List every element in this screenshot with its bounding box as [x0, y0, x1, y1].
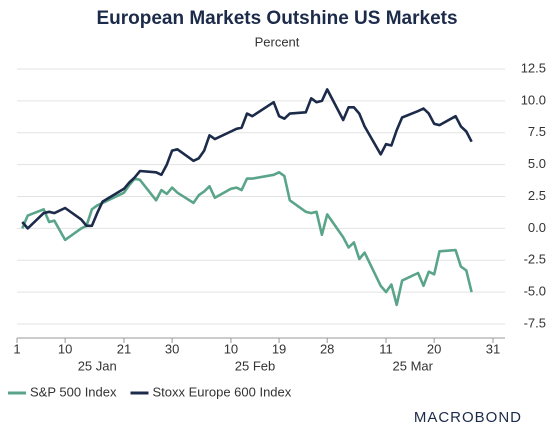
x-tick-label: 30 [165, 341, 179, 356]
chart-title: European Markets Outshine US Markets [96, 8, 457, 29]
y-tick-label: -2.5 [524, 252, 546, 267]
y-tick-label: -5.0 [524, 284, 546, 299]
x-tick-label: 19 [272, 341, 286, 356]
y-tick-label: 5.0 [528, 156, 546, 171]
x-tick-label: 10 [58, 341, 72, 356]
month-label: 25 Jan [78, 358, 117, 373]
source-logo: MACROBOND [414, 409, 522, 426]
month-label: 25 Feb [235, 358, 275, 373]
x-tick-label: 1 [13, 341, 20, 356]
chart-subtitle: Percent [255, 34, 300, 49]
x-tick-label: 20 [427, 341, 441, 356]
series-line [21, 171, 473, 307]
x-tick-label: 11 [379, 341, 393, 356]
legend-label: Stoxx Europe 600 Index [153, 384, 292, 399]
x-tick-label: 28 [320, 341, 334, 356]
x-tick-label: 31 [486, 341, 500, 356]
x-tick-label: 10 [224, 341, 238, 356]
legend-label: S&P 500 Index [30, 384, 117, 399]
x-tick-label: 21 [117, 341, 131, 356]
month-label: 25 Mar [393, 358, 434, 373]
y-tick-label: -7.5 [524, 315, 546, 330]
series-line [21, 88, 473, 230]
y-tick-label: 7.5 [528, 124, 546, 139]
y-tick-label: 0.0 [528, 220, 546, 235]
y-tick-label: 2.5 [528, 188, 546, 203]
y-tick-label: 12.5 [521, 60, 546, 75]
y-tick-label: 10.0 [521, 92, 546, 107]
